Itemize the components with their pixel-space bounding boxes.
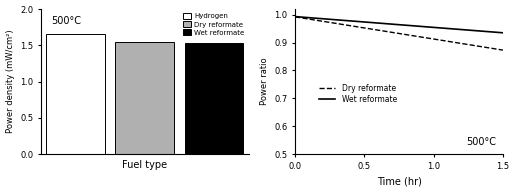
- Wet reformate: [419, 25, 425, 28]
- Wet reformate: [415, 25, 421, 27]
- Bar: [46, 35, 105, 154]
- Dry reformate: [415, 35, 421, 38]
- Bar: [184, 43, 244, 154]
- Dry reformate: [293, 16, 299, 18]
- Dry reformate: [500, 49, 506, 51]
- Legend: Dry reformate, Wet reformate: Dry reformate, Wet reformate: [316, 80, 400, 107]
- Y-axis label: Power ratio: Power ratio: [260, 58, 269, 105]
- Dry reformate: [467, 44, 473, 46]
- Legend: Hydrogen, Dry reformate, Wet reformate: Hydrogen, Dry reformate, Wet reformate: [182, 12, 245, 36]
- Wet reformate: [500, 32, 506, 34]
- X-axis label: Fuel type: Fuel type: [122, 160, 167, 170]
- Wet reformate: [480, 30, 487, 32]
- X-axis label: Time (hr): Time (hr): [376, 176, 421, 186]
- Bar: [115, 42, 174, 154]
- Dry reformate: [419, 36, 425, 38]
- Y-axis label: Power density (mW/cm²): Power density (mW/cm²): [6, 30, 14, 133]
- Text: 500°C: 500°C: [467, 137, 496, 147]
- Wet reformate: [416, 25, 422, 27]
- Line: Wet reformate: Wet reformate: [295, 17, 503, 33]
- Wet reformate: [293, 16, 299, 18]
- Text: 500°C: 500°C: [52, 16, 81, 26]
- Wet reformate: [292, 15, 298, 18]
- Dry reformate: [416, 36, 422, 38]
- Dry reformate: [292, 16, 298, 18]
- Dry reformate: [480, 46, 487, 48]
- Wet reformate: [467, 29, 473, 31]
- Line: Dry reformate: Dry reformate: [295, 17, 503, 50]
